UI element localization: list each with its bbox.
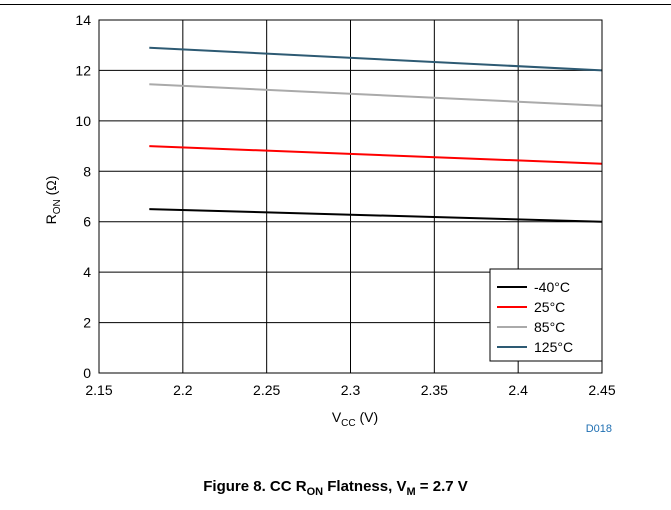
- x-tick-label: 2.35: [421, 382, 448, 398]
- series-line: [149, 208, 603, 223]
- x-tick-label: 2.25: [253, 382, 280, 398]
- x-tick-label: 2.4: [508, 382, 528, 398]
- y-tick-label: 6: [83, 214, 91, 230]
- y-tick-label: 10: [75, 113, 91, 129]
- x-tick-label: 2.45: [588, 382, 615, 398]
- legend-label: 25°C: [534, 299, 565, 315]
- legend: -40°C 25°C 85°C 125°C: [489, 268, 603, 362]
- legend-label: 85°C: [534, 319, 565, 335]
- series-line: [149, 83, 603, 107]
- series-lines: [149, 46, 603, 223]
- x-tick-labels: 2.15 2.2 2.25 2.3 2.35 2.4 2.45: [85, 382, 615, 398]
- legend-label: -40°C: [534, 279, 570, 295]
- y-tick-label: 12: [75, 62, 91, 78]
- y-tick-label: 8: [83, 163, 91, 179]
- y-tick-label: 2: [83, 315, 91, 331]
- series-line: [149, 145, 603, 165]
- x-tick-label: 2.15: [85, 382, 112, 398]
- legend-box: [489, 268, 603, 362]
- y-tick-label: 4: [83, 264, 91, 280]
- x-tick-label: 2.3: [341, 382, 361, 398]
- y-tick-label: 0: [83, 365, 91, 381]
- figure-code: D018: [586, 423, 612, 435]
- figure-caption: Figure 8. CC RON Flatness, VM = 2.7 V: [203, 478, 468, 498]
- x-tick-label: 2.2: [173, 382, 193, 398]
- plot-frame: [98, 19, 603, 374]
- series-line: [149, 46, 603, 72]
- y-tick-label: 14: [75, 12, 91, 28]
- legend-label: 125°C: [534, 339, 573, 355]
- top-rule: [0, 4, 671, 5]
- y-tick-labels: 0 2 4 6 8 10 12 14: [75, 12, 91, 381]
- y-axis-title: RON (Ω): [43, 176, 63, 225]
- x-axis-title: VCC (V): [332, 409, 378, 429]
- ron-flatness-chart: 2.15 2.2 2.25 2.3 2.35 2.4 2.45 0 2 4 6 8 10 12 14 VC…: [43, 12, 616, 435]
